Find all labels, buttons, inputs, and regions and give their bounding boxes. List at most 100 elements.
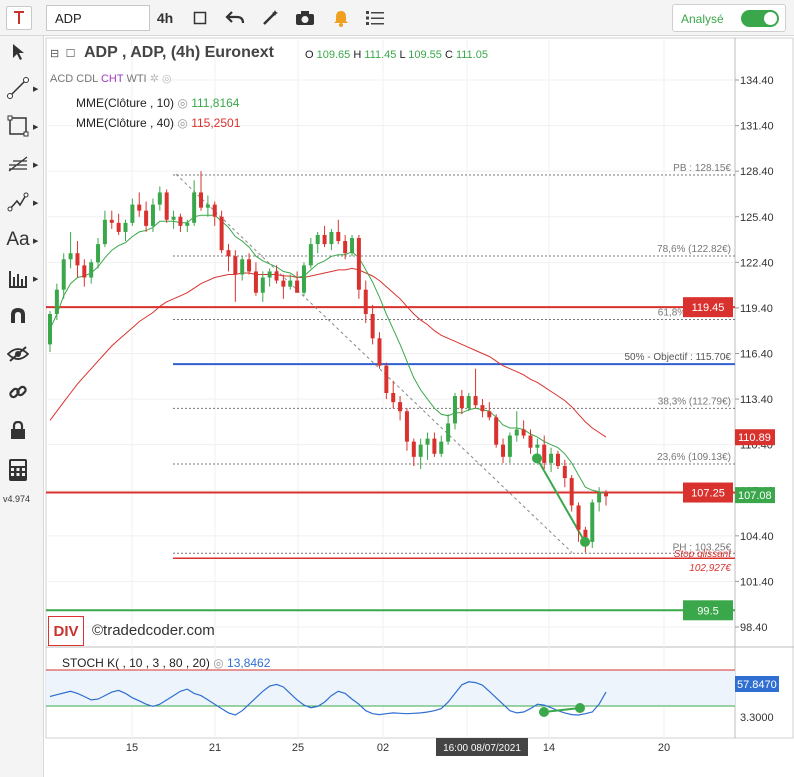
collapse-icon[interactable]: ⊟ — [50, 48, 60, 60]
candle-body — [370, 313, 375, 339]
stochastic-panel: 57.8470 3.3000 — [46, 669, 779, 724]
candle-body — [459, 396, 464, 409]
candle-body — [199, 192, 204, 208]
link-icon[interactable] — [4, 378, 32, 406]
list-icon[interactable] — [362, 6, 388, 30]
div-badge[interactable]: DIV — [48, 616, 84, 646]
visibility-icon[interactable]: ◎ — [177, 96, 188, 110]
channel-trendline — [175, 173, 573, 553]
expand-arrow-icon[interactable]: ▶ — [33, 86, 39, 93]
analyse-switch[interactable] — [741, 10, 779, 27]
text-tool-icon[interactable]: Aa — [6, 229, 30, 250]
trendline-icon[interactable] — [4, 74, 32, 102]
green-segment — [536, 457, 585, 541]
eye-hidden-icon[interactable] — [4, 340, 32, 368]
expand-arrow-icon[interactable]: ▶ — [33, 238, 39, 245]
symbol-search-input[interactable] — [46, 5, 150, 31]
candle-body — [68, 253, 73, 260]
ema10-legend[interactable]: MME(Clôture , 10) ◎ 111,8164 — [76, 96, 239, 110]
time-axis: 1521250208142016:00 08/07/2021 — [126, 738, 670, 756]
text-cursor-icon[interactable] — [6, 6, 32, 30]
expand-arrow-icon[interactable]: ▶ — [33, 162, 39, 169]
analyse-toggle-control[interactable]: Analysé — [672, 4, 786, 32]
candle-body — [75, 253, 80, 266]
chart-type-cht[interactable]: CHT — [100, 73, 124, 85]
candle-body — [116, 222, 121, 232]
visibility-icon[interactable]: ◎ — [161, 73, 172, 85]
candle-body — [123, 222, 128, 232]
candle-body — [274, 271, 279, 281]
level-label: PH : 103.25€ — [673, 542, 732, 553]
candle-body — [466, 396, 471, 409]
rectangle-tool-icon[interactable] — [4, 112, 32, 140]
chart-type-wti[interactable]: WTI — [126, 73, 147, 85]
candle-body — [350, 238, 355, 254]
candle-body — [583, 529, 588, 542]
candle-body — [164, 192, 169, 220]
fibonacci-tool-icon[interactable] — [4, 150, 32, 178]
undo-icon[interactable] — [222, 6, 248, 30]
candle-body — [452, 396, 457, 424]
visibility-icon[interactable]: ◎ — [213, 656, 224, 670]
candle-body — [494, 417, 499, 445]
signal-dot — [580, 536, 590, 547]
current-price-label: 107.08 — [738, 490, 772, 502]
watermark-text: ©tradedcoder.com — [92, 622, 215, 639]
candle-body — [89, 262, 94, 278]
magnet-icon[interactable] — [4, 302, 32, 330]
high-label: H — [353, 49, 362, 61]
pattern-tool-icon[interactable] — [4, 188, 32, 216]
timeframe-button[interactable]: 4h — [152, 6, 178, 30]
level-price-badge — [683, 600, 733, 621]
expand-arrow-icon[interactable]: ▶ — [33, 276, 39, 283]
y-tick-label: 116.40 — [740, 349, 773, 361]
y-tick-label: 134.40 — [740, 75, 774, 87]
candle-body — [404, 411, 409, 442]
calculator-icon[interactable] — [4, 456, 32, 484]
chart-type-cdl[interactable]: CDL — [76, 73, 98, 85]
level-price-label: 119.45 — [692, 302, 725, 314]
candle-body — [288, 280, 293, 287]
measure-tool-icon[interactable] — [4, 264, 32, 292]
candle-body — [82, 265, 87, 278]
bell-icon[interactable] — [328, 6, 354, 30]
candle-body — [398, 402, 403, 412]
candle-body — [157, 192, 162, 205]
trendlines — [175, 173, 585, 553]
expand-arrow-icon[interactable]: ▶ — [33, 200, 39, 207]
close-icon[interactable]: ☐ — [65, 48, 76, 60]
camera-icon[interactable] — [292, 6, 318, 30]
candle-body — [521, 429, 526, 436]
chart-grid — [45, 37, 794, 739]
y-tick-label: 119.40 — [740, 303, 773, 315]
stoch-value-badge — [735, 676, 779, 692]
ema40-legend[interactable]: MME(Clôture , 40) ◎ 115,2501 — [76, 116, 240, 130]
candle-body — [535, 444, 540, 448]
visibility-icon[interactable]: ◎ — [177, 116, 188, 130]
level-price-badge — [683, 297, 733, 318]
expand-arrow-icon[interactable]: ▶ — [33, 124, 39, 131]
y-tick-label: 131.40 — [740, 121, 774, 133]
level-label: 38,3% (112.79€) — [658, 396, 731, 407]
candle-body — [555, 453, 560, 466]
stoch-legend[interactable]: STOCH K( , 10 , 3 , 80 , 20) ◎ 13,8462 — [62, 656, 270, 670]
x-tick-label: 21 — [209, 742, 221, 754]
chart-type-acd[interactable]: ACD — [50, 73, 74, 85]
level-label: 102,927€ — [689, 563, 731, 574]
candle-body — [391, 393, 396, 403]
cursor-arrow-icon[interactable] — [4, 38, 32, 66]
y-tick-label: 101.40 — [740, 576, 774, 588]
square-icon[interactable] — [187, 6, 213, 30]
price-chart[interactable]: PB : 128.15€78,6% (122.82€)61,8% (118.64… — [45, 36, 794, 777]
settings-icon[interactable]: ✲ — [149, 73, 159, 85]
magic-wand-icon[interactable] — [257, 6, 283, 30]
level-label: Stop glissant — [674, 549, 732, 560]
candle-body — [192, 192, 197, 223]
stoch-divergence-line — [543, 707, 581, 713]
level-label: 78,6% (122.82€) — [657, 244, 731, 255]
candle-body — [562, 465, 567, 479]
candle-body — [185, 222, 190, 226]
ohlc-readout: O 109.65 H 111.45 L 109.55 C 111.05 — [305, 49, 488, 61]
lock-icon[interactable] — [4, 416, 32, 444]
candle-body — [514, 429, 519, 436]
